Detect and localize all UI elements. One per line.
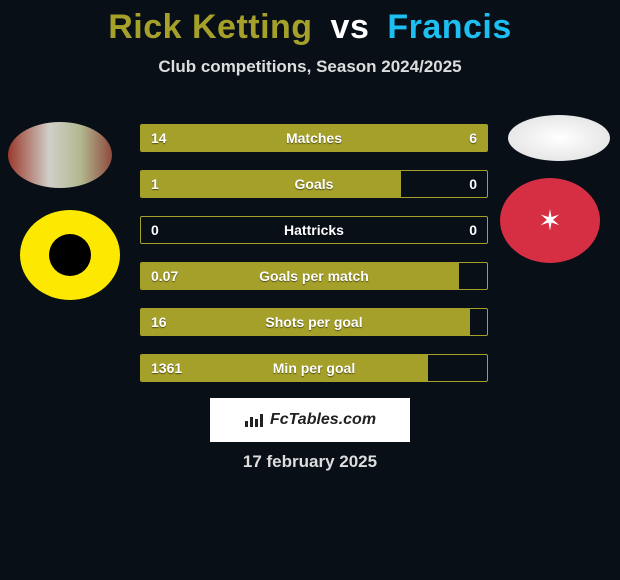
club-left-logo [20,210,120,300]
watermark: FcTables.com [210,398,410,442]
stat-row-matches: 14Matches6 [140,124,488,152]
stat-label: Shots per goal [141,309,487,335]
stat-row-goals: 1Goals0 [140,170,488,198]
stat-label: Goals [141,171,487,197]
stat-row-goals-per-match: 0.07Goals per match [140,262,488,290]
vs-word: vs [331,8,370,46]
stat-row-hattricks: 0Hattricks0 [140,216,488,244]
stat-value-right: 6 [469,125,477,151]
watermark-text: FcTables.com [270,411,376,429]
comparison-title: Rick Ketting vs Francis [0,0,620,47]
player-left-avatar [8,122,112,188]
stat-label: Matches [141,125,487,151]
chart-icon [244,412,264,428]
stat-value-right: 0 [469,217,477,243]
player-left-name: Rick Ketting [108,8,312,46]
stat-label: Min per goal [141,355,487,381]
player-right-avatar [508,115,610,161]
subtitle: Club competitions, Season 2024/2025 [0,57,620,77]
date-text: 17 february 2025 [0,452,620,472]
stat-label: Hattricks [141,217,487,243]
stat-label: Goals per match [141,263,487,289]
stat-value-right: 0 [469,171,477,197]
ball-icon [49,234,91,276]
stat-bars: 14Matches61Goals00Hattricks00.07Goals pe… [140,124,488,400]
stat-row-shots-per-goal: 16Shots per goal [140,308,488,336]
club-right-logo: ✶ [500,178,600,263]
player-right-name: Francis [387,8,511,46]
stat-row-min-per-goal: 1361Min per goal [140,354,488,382]
